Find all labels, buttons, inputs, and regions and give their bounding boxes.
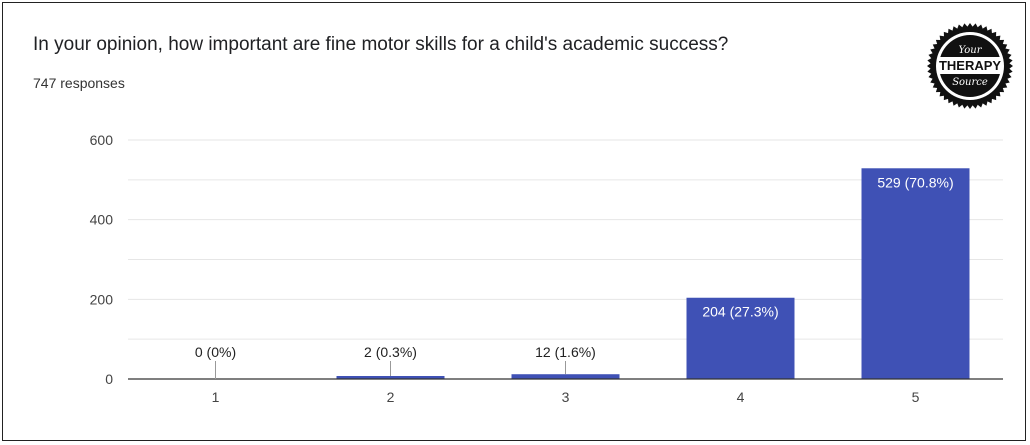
bars xyxy=(336,168,970,379)
logo-text-3: Source xyxy=(952,77,988,88)
therapy-source-logo: Your THERAPY Source xyxy=(927,23,1013,109)
bar-3 xyxy=(511,374,620,379)
y-tick-label: 400 xyxy=(90,212,114,228)
logo-text-2: THERAPY xyxy=(939,58,1001,73)
x-tick-label: 4 xyxy=(737,389,745,405)
bar-2 xyxy=(336,376,445,379)
data-label: 0 (0%) xyxy=(195,344,236,360)
logo-text-1: Your xyxy=(959,45,983,56)
data-label: 529 (70.8%) xyxy=(877,174,953,190)
x-tick-label: 3 xyxy=(562,389,570,405)
x-tick-label: 5 xyxy=(912,389,920,405)
labels: 0 200 400 600 1 0 (0%) 2 2 (0.3%) 3 12 (1.6%) 4 204… xyxy=(90,132,954,405)
bar-5 xyxy=(861,168,970,379)
x-tick-label: 1 xyxy=(212,389,220,405)
grid-lines xyxy=(128,139,1003,340)
logo-badge-icon: Your THERAPY Source xyxy=(927,23,1013,109)
data-label: 2 (0.3%) xyxy=(364,344,417,360)
data-label: 204 (27.3%) xyxy=(702,304,778,320)
axes xyxy=(128,361,1003,380)
chart-title: In your opinion, how important are fine … xyxy=(33,34,729,55)
data-label: 12 (1.6%) xyxy=(535,344,596,360)
x-tick-label: 2 xyxy=(387,389,395,405)
response-count: 747 responses xyxy=(33,75,125,91)
bar-4 xyxy=(686,297,795,379)
y-tick-label: 600 xyxy=(90,132,114,148)
y-tick-label: 0 xyxy=(105,371,113,387)
y-tick-label: 200 xyxy=(90,291,114,307)
